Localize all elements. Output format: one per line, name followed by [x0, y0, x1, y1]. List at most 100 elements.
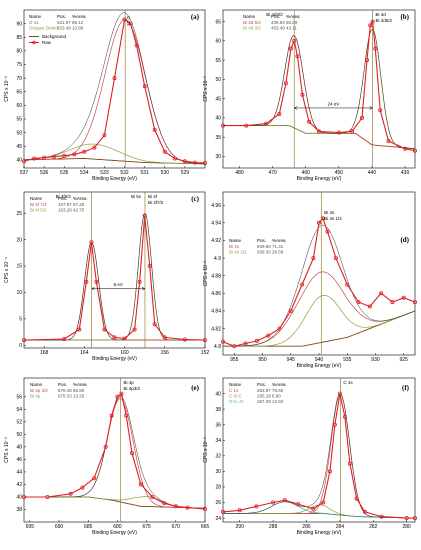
x-tick-label: 665: [201, 524, 210, 530]
raw-point: [21, 494, 26, 499]
peak-label: Bi 5s: [131, 194, 142, 199]
raw-point: [134, 43, 139, 48]
raw-point: [172, 156, 177, 161]
x-tick-label: 534: [80, 170, 89, 176]
spacing-label: 6 eV: [114, 282, 123, 287]
raw-point: [277, 326, 282, 331]
y-tick-label: 4.86: [211, 291, 221, 297]
peak-label: Bi 4s: [324, 210, 335, 215]
peak-label: Bi 4f: [148, 194, 158, 199]
y-tick-label: 50: [16, 432, 22, 438]
x-tick-label: 685: [84, 524, 93, 530]
y-tick-label: 75: [16, 62, 22, 68]
raw-point: [404, 516, 409, 521]
raw-point: [243, 341, 248, 346]
x-tick-label: 935: [343, 357, 352, 363]
raw-point: [367, 304, 372, 309]
raw-point: [295, 54, 300, 59]
legend-marker: [32, 40, 36, 45]
y-tick-label: 36: [215, 422, 221, 428]
peak-label: Bi 4d3/2: [266, 12, 283, 17]
raw-point: [162, 149, 167, 154]
raw-point: [92, 476, 97, 481]
raw-point: [202, 338, 207, 343]
raw-point: [378, 108, 383, 113]
arrow-head-right: [369, 106, 374, 110]
x-tick-label: 440: [368, 170, 377, 176]
raw-point: [132, 327, 137, 332]
raw-point: [412, 516, 417, 521]
y-tick-label: 4.92: [211, 238, 221, 244]
x-tick-label: 531: [140, 170, 149, 176]
raw-point: [68, 491, 73, 496]
y-axis-label: CPS x 10⁻⁴: [4, 257, 10, 283]
y-tick-label: 50: [215, 77, 221, 83]
table-cell: 28.69: [272, 250, 284, 255]
y-tick-label: 65: [215, 19, 221, 25]
legend-label: Background: [42, 34, 67, 39]
x-tick-label: 282: [369, 524, 378, 530]
panel-label: (c): [191, 195, 199, 203]
raw-point: [147, 263, 152, 268]
raw-point: [220, 123, 225, 128]
legend-label: Raw: [42, 40, 52, 45]
plot-frame: [222, 191, 416, 356]
raw-point: [373, 46, 378, 51]
raw-point: [112, 335, 117, 340]
x-axis-label: Binding Energy (eV): [92, 530, 137, 536]
arrow-head-left: [293, 106, 298, 110]
raw-point: [109, 413, 114, 418]
raw-point: [129, 451, 134, 456]
x-axis-label: Binding Energy (eV): [92, 356, 137, 362]
raw-point: [337, 391, 342, 396]
table-header: %Area: [73, 382, 87, 387]
table-cell: O-C=O: [229, 399, 244, 404]
table-cell: 56.89: [286, 20, 298, 25]
raw-point: [336, 130, 341, 135]
raw-point: [271, 500, 276, 505]
y-tick-label: 40: [16, 158, 22, 164]
table-header: %Area: [286, 14, 300, 19]
arrow-head-right: [141, 286, 146, 291]
peak-label: Bi 4d5/2: [375, 18, 392, 23]
raw-point: [21, 338, 26, 343]
table-cell: C-O-C: [229, 394, 243, 399]
x-tick-label: 480: [235, 170, 244, 176]
x-tick-label: 690: [55, 524, 64, 530]
y-axis-label: CPS x 10⁻³: [203, 76, 209, 102]
table-cell: Bi 4d 5/2: [243, 20, 261, 25]
x-tick-label: 160: [120, 350, 129, 356]
panel-label: (f): [402, 384, 410, 392]
envelope-line: [24, 213, 205, 341]
raw-point: [356, 300, 361, 305]
y-tick-label: 60: [16, 103, 22, 109]
table-cell: Bi 4p: [30, 394, 41, 399]
table-header: %Area: [272, 238, 286, 243]
y-tick-label: 70: [16, 76, 22, 82]
x-tick-label: 530: [161, 170, 170, 176]
chart-panel-e: 695 690 685 680 675 670 665 38 40 42 44 46 48 50 52 54 5…: [4, 377, 210, 536]
y-tick-label: 4.96: [211, 203, 221, 209]
x-tick-label: 537: [20, 170, 29, 176]
panel-label: (b): [400, 13, 409, 21]
table-cell: 57.25: [73, 202, 85, 207]
raw-point: [316, 220, 321, 225]
x-tick-label: 168: [40, 350, 49, 356]
x-tick-label: 280: [402, 524, 411, 530]
plot-frame: [222, 377, 416, 523]
x-tick-label: 164: [80, 350, 89, 356]
y-tick-label: 42: [16, 482, 22, 488]
table-cell: 89.12: [72, 20, 84, 25]
table-header: Pos.: [271, 14, 280, 19]
raw-point: [77, 327, 82, 332]
raw-point: [347, 461, 352, 466]
raw-line: [223, 19, 416, 152]
raw-point: [45, 494, 50, 499]
panel-label: (e): [191, 384, 199, 392]
table-cell: 71.31: [272, 244, 284, 249]
table-header: Name: [29, 14, 42, 19]
raw-point: [300, 92, 305, 97]
y-tick-label: 40: [215, 391, 221, 397]
x-tick-label: 460: [302, 170, 311, 176]
